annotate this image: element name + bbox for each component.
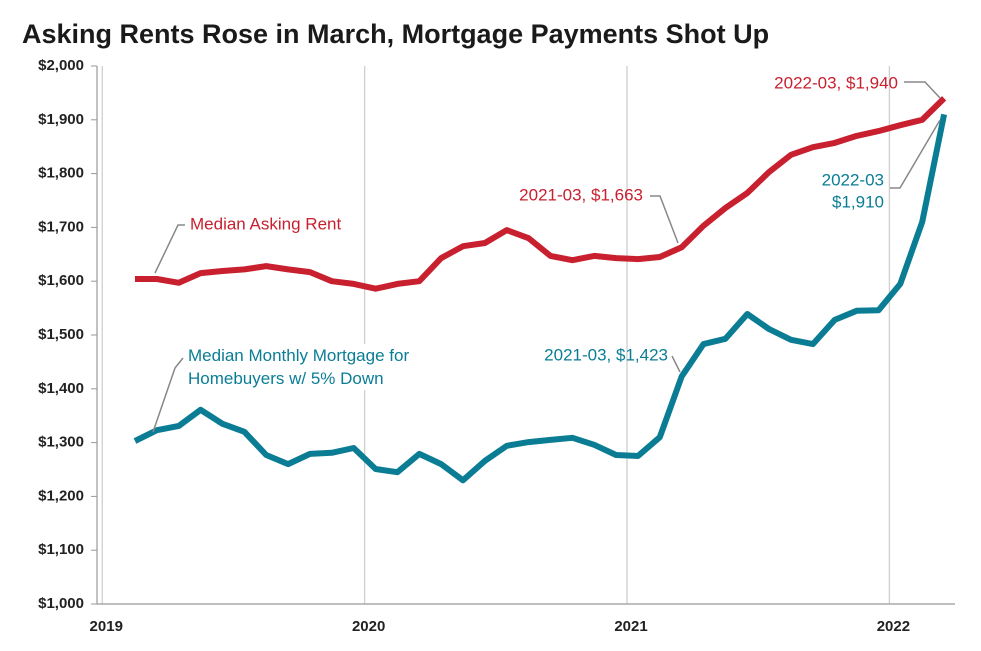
leader-line — [152, 357, 184, 433]
y-tick-label: $1,300 — [38, 434, 84, 451]
legend-label: Median Monthly Mortgage for Homebuyers w… — [188, 344, 458, 390]
series-line — [135, 96, 947, 292]
y-tick-label: $1,800 — [38, 165, 84, 182]
annotation: 2021-03, $1,663 — [519, 185, 643, 204]
x-tick-label: 2020 — [352, 618, 385, 635]
x-tick-label: 2022 — [877, 618, 910, 635]
leader-line — [154, 224, 185, 274]
leader-line — [890, 119, 941, 189]
annotation: $1,910 — [832, 192, 884, 211]
chart-title: Asking Rents Rose in March, Mortgage Pay… — [22, 19, 769, 49]
y-tick-label: $2,000 — [38, 57, 84, 74]
leader-line — [671, 355, 681, 373]
annotation: 2022-03 — [822, 170, 884, 189]
y-tick-label: $1,000 — [38, 595, 84, 612]
annotation: 2022-03, $1,940 — [774, 73, 898, 92]
y-tick-label: $1,900 — [38, 111, 84, 128]
y-tick-label: $1,400 — [38, 380, 84, 397]
leader-line — [904, 81, 941, 99]
series-line — [133, 113, 948, 484]
annotation: 2021-03, $1,423 — [544, 345, 668, 364]
x-tick-label: 2021 — [614, 618, 647, 635]
y-tick-label: $1,500 — [38, 326, 84, 343]
legend-label: Median Asking Rent — [190, 214, 341, 233]
y-tick-label: $1,700 — [38, 218, 84, 235]
y-tick-label: $1,200 — [38, 487, 84, 504]
y-tick-label: $1,100 — [38, 541, 84, 558]
leader-line — [650, 195, 679, 244]
x-tick-label: 2019 — [90, 618, 123, 635]
y-tick-label: $1,600 — [38, 272, 84, 289]
